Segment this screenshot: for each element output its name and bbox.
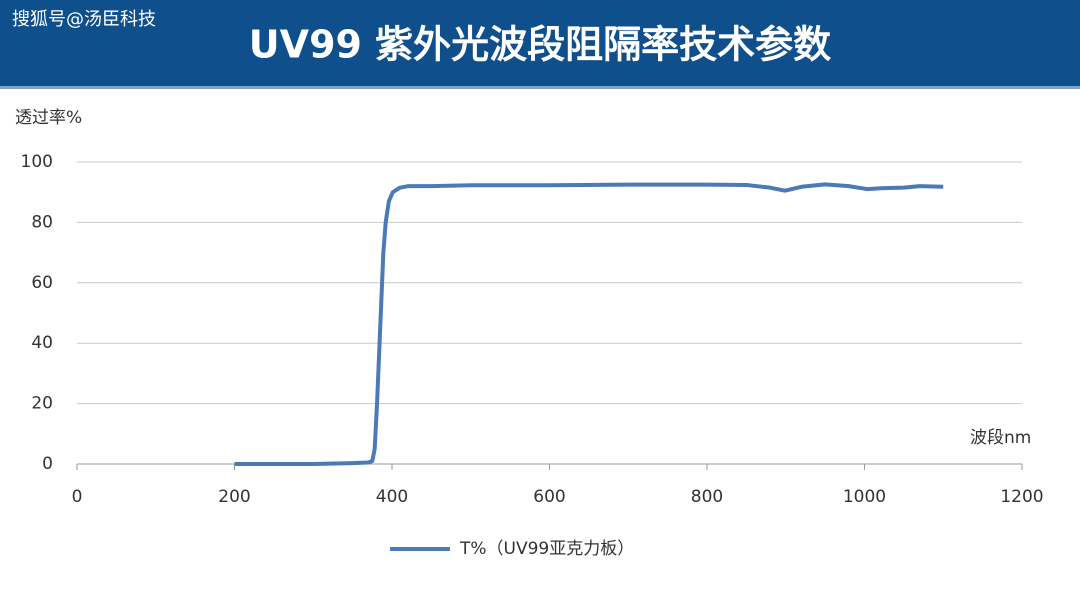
x-tick-label: 200: [218, 487, 250, 507]
x-tick-label: 0: [72, 487, 83, 507]
x-tick-label: 400: [376, 487, 408, 507]
y-tick-label: 20: [31, 394, 53, 414]
y-tick-label: 80: [31, 212, 53, 232]
y-tick-label: 0: [42, 454, 53, 474]
y-tick-label: 60: [31, 273, 53, 293]
x-tick-label: 1200: [1000, 487, 1043, 507]
x-axis-label: 波段nm: [970, 428, 1031, 448]
header-rule: [0, 86, 1080, 89]
chart-title: UV99 紫外光波段阻隔率技术参数: [249, 23, 831, 67]
header-band: [0, 0, 1080, 86]
x-tick-label: 1000: [843, 487, 886, 507]
y-axis-label: 透过率%: [15, 108, 82, 128]
data-line: [234, 182, 944, 466]
x-tick-label: 800: [691, 487, 723, 507]
legend-label: T%（UV99亚克力板）: [459, 539, 634, 559]
y-tick-label: 100: [21, 152, 53, 172]
x-tick-label: 600: [533, 487, 565, 507]
watermark: 搜狐号@汤臣科技: [12, 9, 156, 30]
y-tick-label: 40: [31, 333, 53, 353]
